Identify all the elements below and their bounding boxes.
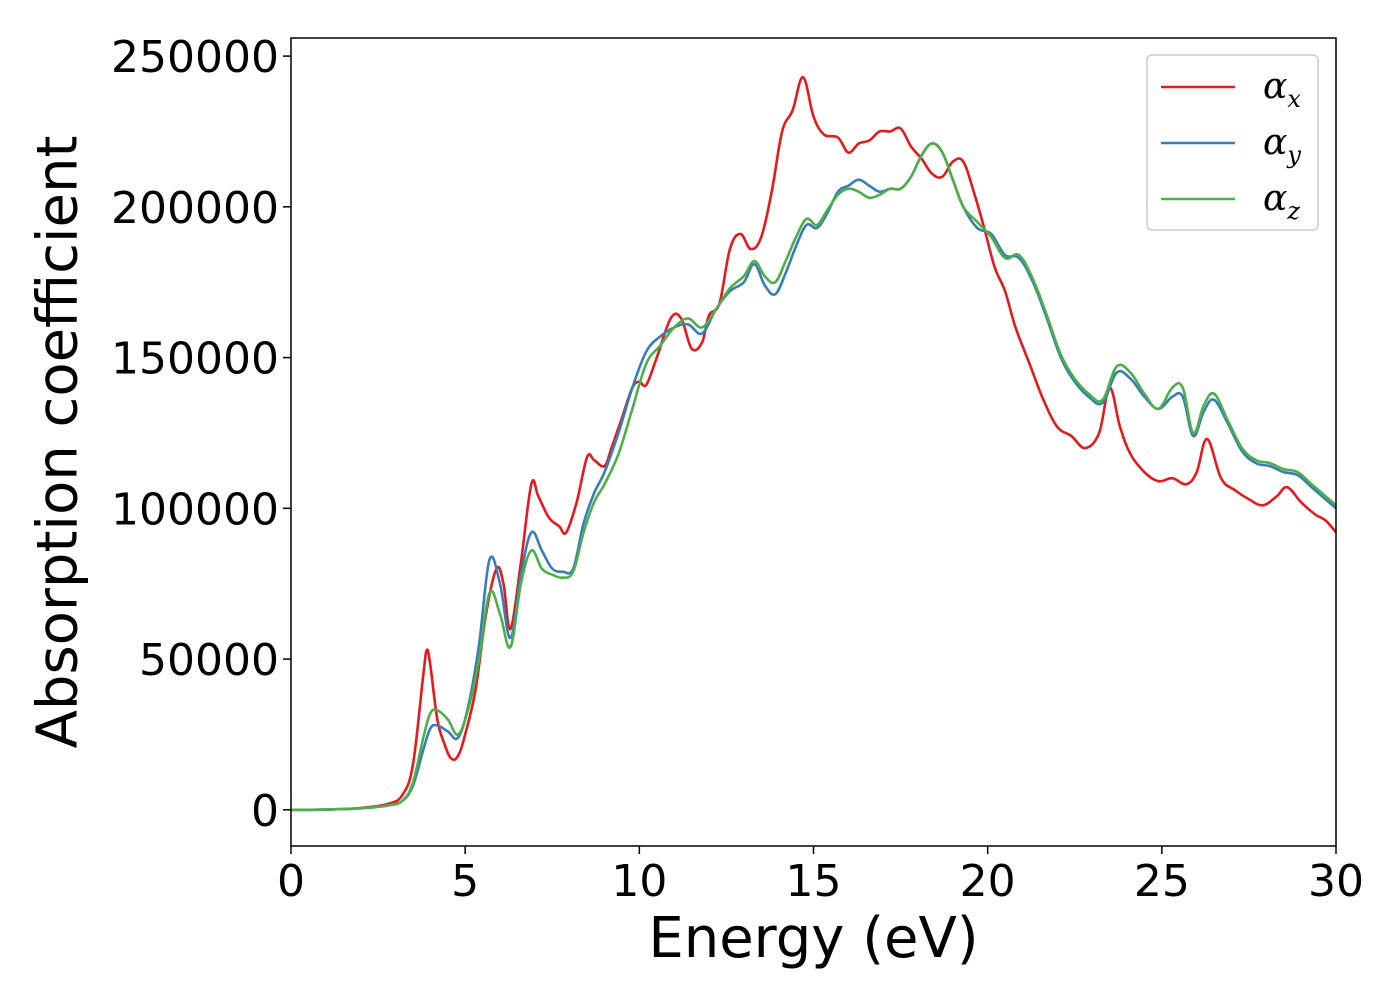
x-tick-label: 10 [611,856,667,907]
legend-symbol: α [1263,178,1287,219]
y-tick-label: 100000 [111,484,279,535]
x-tick-label: 20 [960,856,1016,907]
y-tick-label: 150000 [111,334,279,385]
legend-subscript: z [1286,197,1300,225]
x-tick-label: 0 [277,856,305,907]
legend-label-x: αx [1263,66,1301,113]
legend-label-z: αz [1263,178,1300,225]
x-tick-label: 30 [1308,856,1364,907]
legend-symbol: α [1263,122,1287,163]
y-tick-label: 50000 [139,635,279,686]
y-tick-label: 200000 [111,183,279,234]
series-line-y [291,142,1336,812]
legend-label-y: αy [1263,122,1301,169]
y-axis: 0 50000 100000 150000 200000 250000 [111,32,291,837]
series-line-z [291,142,1336,812]
y-tick-label: 0 [251,786,279,837]
x-axis: 0 5 10 15 20 25 30 [277,846,1364,907]
y-axis-title: Absorption coefficient [26,136,91,749]
y-tick-label: 250000 [111,32,279,83]
x-tick-label: 25 [1134,856,1190,907]
x-tick-label: 15 [786,856,842,907]
legend-subscript: y [1286,141,1301,169]
x-axis-title: Energy (eV) [648,906,978,971]
legend-subscript: x [1287,85,1301,113]
x-tick-label: 5 [451,856,479,907]
legend-symbol: α [1263,66,1287,107]
